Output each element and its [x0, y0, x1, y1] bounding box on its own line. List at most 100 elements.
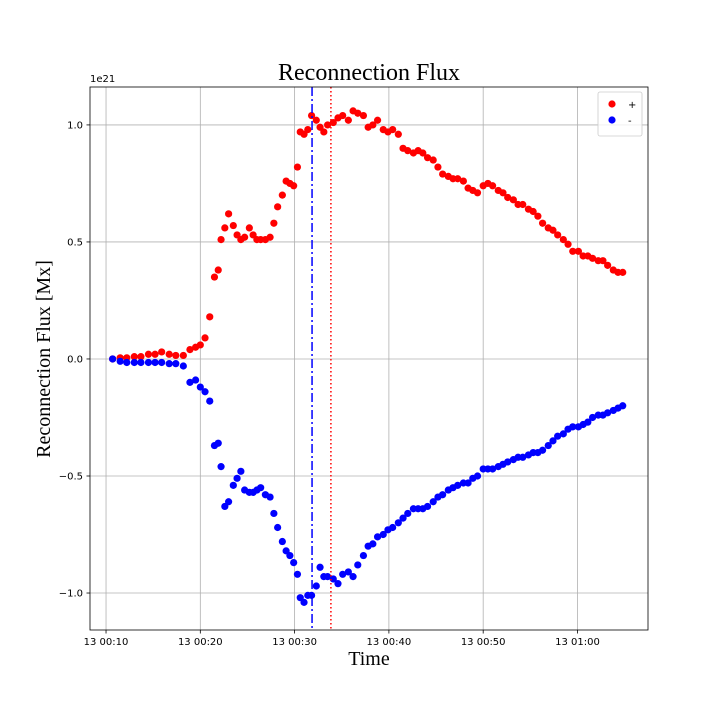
- scatter-point: [604, 261, 612, 269]
- scatter-point: [225, 210, 233, 218]
- scatter-point: [504, 193, 512, 202]
- scatter-point: [300, 598, 308, 606]
- scatter-point: [454, 175, 462, 183]
- scatter-point: [439, 491, 447, 499]
- scatter-point: [379, 530, 387, 539]
- scatter-point: [389, 523, 397, 532]
- scatter-point: [274, 523, 282, 532]
- y-offset-label: 1e21: [90, 74, 115, 85]
- scatter-point: [394, 519, 402, 527]
- scatter-point: [137, 353, 145, 361]
- scatter-point: [519, 200, 527, 209]
- scatter-point: [144, 350, 153, 358]
- scatter-point: [123, 358, 131, 367]
- scatter-point: [206, 397, 214, 405]
- scatter-point: [286, 551, 294, 560]
- scatter-point: [434, 163, 442, 171]
- scatter-point: [373, 116, 382, 124]
- scatter-point: [186, 346, 194, 354]
- scatter-point: [504, 458, 512, 466]
- legend-marker: [608, 100, 616, 108]
- scatter-point: [196, 383, 204, 391]
- legend-label: +: [628, 100, 636, 111]
- scatter-point: [130, 358, 138, 367]
- scatter-point: [278, 191, 286, 199]
- y-tick-label: 0.0: [67, 354, 83, 365]
- scatter-point: [394, 130, 402, 138]
- scatter-point: [369, 121, 377, 129]
- scatter-point: [473, 472, 482, 480]
- scatter-point: [509, 196, 517, 204]
- scatter-point: [329, 575, 337, 583]
- scatter-point: [464, 479, 472, 487]
- scatter-point: [257, 484, 265, 492]
- scatter-point: [237, 467, 245, 475]
- scatter-point: [324, 573, 332, 581]
- scatter-point: [429, 498, 437, 506]
- scatter-point: [489, 465, 497, 473]
- scatter-point: [489, 182, 497, 190]
- scatter-point: [604, 409, 612, 417]
- scatter-point: [214, 439, 222, 447]
- scatter-point: [172, 351, 180, 360]
- scatter-point: [130, 353, 138, 361]
- scatter-point: [217, 236, 225, 244]
- scatter-point: [293, 570, 302, 578]
- scatter-point: [210, 273, 219, 281]
- scatter-point: [619, 268, 627, 276]
- scatter-point: [290, 182, 298, 190]
- scatter-point: [544, 441, 552, 450]
- scatter-point: [529, 207, 537, 216]
- scatter-point: [619, 402, 627, 410]
- scatter-point: [564, 240, 572, 248]
- scatter-point: [404, 147, 412, 155]
- scatter-point: [290, 558, 298, 567]
- scatter-point: [144, 358, 153, 367]
- scatter-point: [165, 360, 173, 368]
- scatter-point: [359, 111, 368, 120]
- scatter-point: [359, 551, 368, 560]
- scatter-point: [201, 388, 209, 396]
- x-tick-label: 13 00:50: [461, 637, 506, 648]
- scatter-point: [221, 224, 229, 232]
- scatter-point: [439, 170, 447, 178]
- scatter-point: [389, 125, 397, 134]
- scatter-point: [339, 111, 347, 120]
- scatter-point: [312, 582, 320, 590]
- scatter-point: [454, 481, 462, 489]
- scatter-point: [554, 231, 562, 239]
- scatter-point: [179, 351, 187, 360]
- scatter-point: [165, 350, 173, 358]
- scatter-point: [278, 537, 286, 546]
- scatter-point: [266, 233, 274, 241]
- scatter-point: [307, 111, 316, 120]
- scatter-point: [316, 563, 324, 571]
- legend-label: -: [628, 116, 632, 127]
- scatter-point: [459, 177, 467, 185]
- scatter-point: [499, 189, 507, 197]
- y-axis-label: Reconnection Flux [Mx]: [33, 260, 55, 458]
- scatter-point: [151, 358, 159, 367]
- scatter-point: [549, 226, 557, 234]
- scatter-point: [549, 437, 557, 445]
- scatter-point: [354, 109, 362, 117]
- scatter-point: [339, 570, 347, 578]
- scatter-point: [116, 357, 124, 365]
- scatter-point: [270, 219, 278, 227]
- scatter-point: [354, 561, 362, 569]
- scatter-point: [588, 254, 597, 262]
- scatter-point: [312, 116, 320, 124]
- x-tick-label: 13 01:00: [555, 637, 600, 648]
- x-tick-label: 13 00:40: [367, 637, 412, 648]
- scatter-point: [225, 498, 233, 506]
- scatter-point: [266, 493, 274, 501]
- scatter-point: [569, 247, 577, 255]
- scatter-point: [304, 125, 312, 134]
- scatter-point: [399, 514, 407, 522]
- scatter-point: [270, 509, 278, 518]
- y-tick-label: −1.0: [59, 589, 83, 600]
- scatter-point: [151, 350, 159, 358]
- scatter-point: [344, 568, 352, 576]
- scatter-point: [344, 116, 352, 124]
